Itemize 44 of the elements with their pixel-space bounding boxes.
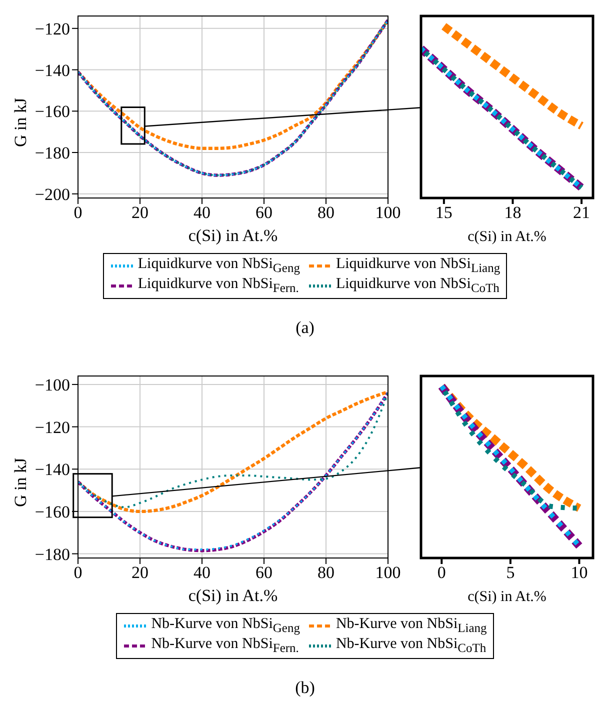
legend-label: Nb-Kurve von NbSi$_{CoTh}$ <box>336 636 486 656</box>
y-tick-label: −120 <box>34 418 70 437</box>
y-axis-title: G in kJ <box>11 98 30 147</box>
x-tick-label: 40 <box>194 563 210 582</box>
y-tick-label: −200 <box>34 184 70 204</box>
y-tick-label: −180 <box>34 144 70 163</box>
legend-label: Liquidkurve von NbSi$_{Geng}$ <box>138 256 300 276</box>
x-axis-title: c(Si) in At.% <box>468 589 546 605</box>
x-tick-label: 5 <box>506 563 515 582</box>
x-tick-label: 60 <box>256 203 272 222</box>
x-tick-label: 20 <box>132 563 148 582</box>
x-axis-title: c(Si) in At.% <box>468 229 546 245</box>
x-tick-label: 0 <box>74 203 82 222</box>
y-tick-label: −140 <box>34 60 70 80</box>
x-tick-label: 100 <box>375 563 401 582</box>
y-axis-title: G in kJ <box>11 458 30 507</box>
x-tick-label: 21 <box>573 203 590 222</box>
legend-label: Liquidkurve von NbSi$_{Liang}$ <box>336 256 500 276</box>
x-tick-label: 0 <box>437 563 446 582</box>
legend-label: Nb-Kurve von NbSi$_{Liang}$ <box>336 616 487 636</box>
y-tick-label: −160 <box>34 102 70 122</box>
x-tick-label: 15 <box>435 203 452 222</box>
x-tick-label: 20 <box>132 203 148 222</box>
x-tick-label: 100 <box>375 203 401 222</box>
legend-label: Liquidkurve von NbSi$_{CoTh}$ <box>336 276 500 296</box>
y-tick-label: −140 <box>34 460 70 480</box>
legend-label: Nb-Kurve von NbSi$_{Geng}$ <box>151 616 300 636</box>
legend-label: Nb-Kurve von NbSi$_{Fern.}$ <box>151 636 299 656</box>
y-tick-label: −120 <box>34 19 70 38</box>
x-axis-title: c(Si) in At.% <box>188 586 278 605</box>
text: (b) <box>294 678 316 698</box>
y-tick-label: −180 <box>34 544 70 564</box>
x-tick-label: 60 <box>256 563 272 582</box>
x-tick-label: 10 <box>570 563 588 582</box>
legend-label: Liquidkurve von NbSi$_{Fern.}$ <box>138 276 299 296</box>
x-tick-label: 0 <box>74 563 82 582</box>
y-tick-label: −100 <box>34 376 70 394</box>
text: (a) <box>294 318 316 338</box>
y-tick-label: −160 <box>34 502 70 522</box>
x-axis-title: c(Si) in At.% <box>188 226 278 245</box>
x-tick-label: 80 <box>318 203 334 222</box>
x-tick-label: 40 <box>194 203 210 222</box>
x-tick-label: 80 <box>318 563 334 582</box>
x-tick-label: 18 <box>504 203 522 222</box>
